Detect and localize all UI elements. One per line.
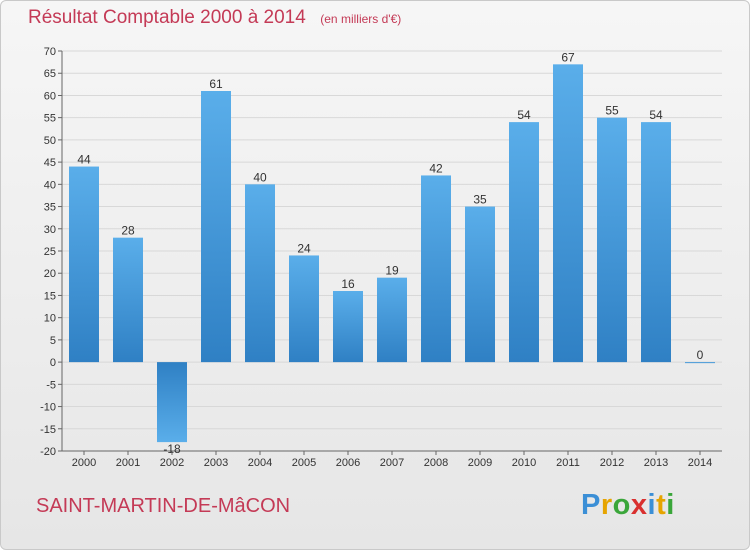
data-label: -18 [163,442,181,456]
data-label: 24 [297,241,311,255]
logo-letter: i [666,489,675,521]
logo-letter: r [600,489,613,521]
data-label: 19 [385,264,399,278]
chart-title: Résultat Comptable 2000 à 2014 (en milli… [28,7,401,29]
y-tick-label: -5 [46,379,56,391]
bar [509,122,539,363]
bar [641,122,671,363]
title-text: Résultat Comptable 2000 à 2014 [28,7,306,28]
y-tick-label: 10 [44,313,56,325]
data-label: 54 [649,108,663,122]
x-tick-label: 2004 [248,457,272,469]
x-tick-label: 2007 [380,457,404,469]
x-tick-label: 2014 [688,457,712,469]
y-tick-label: -15 [40,424,56,436]
bar [157,362,187,443]
bar [553,64,583,363]
bar [685,362,715,364]
logo-letter: i [647,489,657,521]
y-tick-label: 60 [44,90,56,102]
y-tick-label: -10 [40,402,56,414]
unit-label: (en milliers d'€) [320,12,402,26]
data-label: 28 [121,224,135,238]
bar [421,175,451,363]
bar [69,166,99,363]
x-tick-label: 2002 [160,457,184,469]
x-tick-label: 2009 [468,457,492,469]
data-label: 55 [605,104,619,118]
x-tick-label: 2003 [204,457,228,469]
data-label: 67 [561,50,575,64]
bar [245,184,275,363]
y-tick-label: 30 [44,224,56,236]
x-tick-label: 2000 [72,457,96,469]
logo-letter: x [630,489,648,521]
commune-name: SAINT-MARTIN-DE-MâCON [36,495,291,517]
y-tick-label: 20 [44,268,56,280]
data-label: 44 [77,153,91,167]
bar [333,291,363,363]
x-tick-label: 2008 [424,457,448,469]
x-tick-label: 2013 [644,457,668,469]
y-tick-label: 0 [50,357,56,369]
logo-letter: o [612,489,631,521]
x-tick-label: 2001 [116,457,140,469]
data-label: 16 [341,277,355,291]
x-tick-label: 2010 [512,457,536,469]
bar [377,277,407,363]
bar [465,206,495,363]
y-tick-label: 50 [44,135,56,147]
x-tick-label: 2006 [336,457,360,469]
bar [201,91,231,363]
y-tick-label: 45 [44,157,56,169]
bar [597,117,627,363]
logo-letter: P [581,489,601,521]
bar [113,237,143,363]
data-label: 35 [473,193,487,207]
y-tick-label: 25 [44,246,56,258]
proxiti-logo[interactable]: Proxiti [581,489,675,522]
y-tick-label: 40 [44,179,56,191]
x-tick-label: 2012 [600,457,624,469]
y-tick-label: -20 [40,446,56,458]
x-tick-label: 2011 [556,457,580,469]
data-label: 54 [517,108,531,122]
y-tick-label: 35 [44,202,56,214]
data-label: 0 [697,348,704,362]
bar [289,255,319,363]
y-tick-label: 55 [44,113,56,125]
y-tick-label: 70 [44,46,56,58]
y-tick-label: 65 [44,68,56,80]
logo-letter: t [656,489,667,521]
x-tick-label: 2005 [292,457,316,469]
data-label: 42 [429,161,443,175]
y-tick-label: 5 [50,335,56,347]
data-label: 61 [209,77,223,91]
y-tick-label: 15 [44,290,56,302]
data-label: 40 [253,170,267,184]
